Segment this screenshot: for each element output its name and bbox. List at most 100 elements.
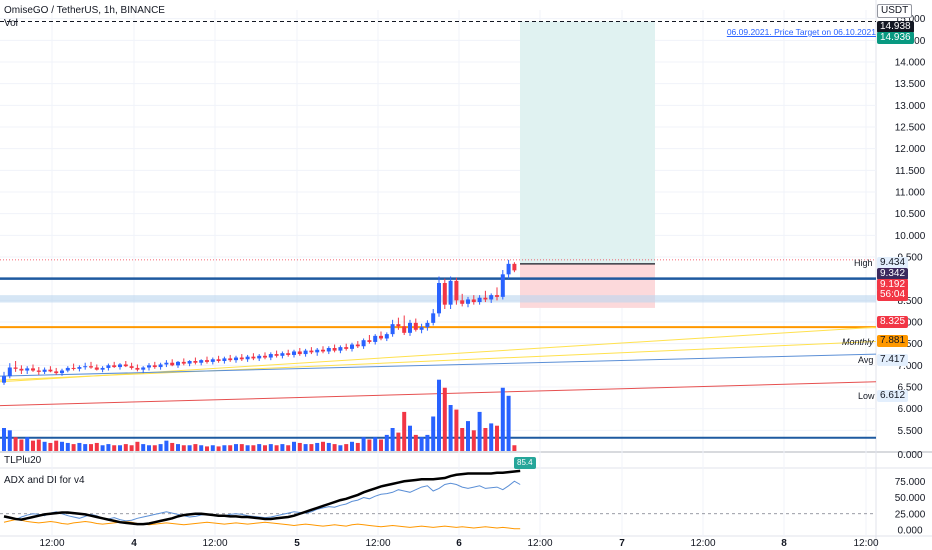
price-tick-label: 12.500 [895, 123, 926, 134]
candle-body [135, 367, 140, 370]
current-price-tag: 9.192 [877, 279, 909, 291]
candle-body [367, 340, 372, 342]
candle-body [263, 355, 267, 358]
trend-line-yellow [0, 341, 877, 381]
volume-bar [257, 444, 262, 451]
volume-bar [286, 445, 291, 451]
candle-body [355, 344, 360, 347]
candle-body [60, 370, 64, 374]
candle-body [344, 347, 349, 349]
volume-bar [454, 409, 459, 451]
volume-bar [315, 442, 320, 451]
volume-bar [373, 437, 378, 451]
tlp-badge: 85.4 [514, 457, 536, 469]
trend-line-blue [0, 353, 877, 377]
candle-body [147, 365, 151, 368]
volume-bar [193, 444, 198, 451]
price-tick-label: 6.500 [897, 383, 922, 394]
time-tick-label: 4 [131, 538, 137, 549]
volume-bar [129, 445, 134, 451]
price-tick-label: 10.500 [895, 209, 926, 220]
candle-body [118, 364, 122, 368]
candle-body [112, 365, 117, 368]
volume-bar [413, 434, 418, 451]
candle-body [228, 358, 233, 361]
volume-bar [460, 428, 465, 451]
time-tick-label: 12:00 [853, 538, 878, 549]
volume-bars [2, 379, 517, 451]
volume-bar [338, 445, 343, 451]
volume-bar [25, 437, 30, 451]
volume-bar [431, 416, 436, 451]
volume-bar [437, 379, 441, 451]
candle-body [71, 367, 76, 369]
candle-body [216, 359, 221, 361]
candle-body [471, 299, 476, 303]
candle-body [222, 358, 227, 361]
candle-body [402, 326, 407, 333]
candle-body [477, 297, 482, 303]
volume-bar [384, 434, 389, 451]
volume-bar [187, 445, 192, 451]
candle-body [31, 368, 35, 371]
candle-body [187, 361, 192, 364]
volume-bar [48, 442, 53, 451]
candle-body [460, 300, 465, 304]
volume-bar [147, 445, 151, 451]
volume-bar [396, 432, 401, 451]
volume-bar [379, 439, 383, 451]
adx-label[interactable]: ADX and DI for v4 [4, 475, 85, 486]
volume-bar [471, 430, 476, 451]
volume-bar [361, 437, 366, 451]
candle-body [425, 322, 430, 328]
target-price-tag-top: 14.938 [877, 21, 914, 33]
volume-bar [54, 440, 59, 451]
volume-bar [210, 445, 215, 451]
volume-bar [355, 442, 360, 451]
currency-badge[interactable]: USDT [877, 4, 913, 18]
adx-tick-label: 0.000 [897, 526, 922, 537]
time-tick-label: 7 [619, 538, 625, 549]
volume-bar [19, 439, 24, 451]
volume-bar [245, 445, 250, 451]
candle-body [483, 297, 488, 300]
price-tick-label: 11.000 [895, 188, 925, 199]
price-tick-label: 7.500 [897, 339, 922, 350]
price-tick-label: 8.500 [897, 296, 922, 307]
candle-body [181, 361, 186, 364]
price-tick-label: 11.500 [895, 166, 925, 177]
volume-bar [152, 445, 157, 451]
candle-body [77, 367, 82, 369]
candle-body [448, 280, 453, 305]
volume-bar [89, 444, 93, 451]
candle-body [361, 340, 366, 347]
price-tick-label: 5.500 [897, 426, 922, 437]
candle-body [7, 367, 12, 377]
price-candles [2, 259, 517, 385]
price-tick-label: 6.000 [897, 404, 922, 415]
volume-bar [118, 445, 122, 451]
volume-bar [419, 437, 424, 451]
candle-body [326, 348, 331, 352]
candle-body [42, 369, 47, 372]
candle-body [442, 283, 447, 305]
tlp-label[interactable]: TLPlu20 [4, 455, 42, 466]
candle-body [454, 280, 459, 301]
volume-bar [280, 444, 285, 451]
volume-bar [477, 411, 482, 451]
volume-bar [466, 421, 470, 451]
candle-body [373, 335, 378, 342]
volume-bar [123, 444, 128, 451]
candle-body [506, 263, 511, 275]
volume-bar [94, 442, 99, 451]
vol-label[interactable]: Vol [4, 18, 18, 29]
price-tick-label: 7.000 [897, 361, 922, 372]
candle-body [379, 335, 383, 339]
axes: 15.00014.50014.00013.50013.00012.50012.0… [39, 14, 925, 549]
price-tick-label: 9.500 [897, 253, 922, 264]
candle-body [234, 357, 238, 361]
time-tick-label: 12:00 [39, 538, 64, 549]
candle-body [274, 354, 279, 356]
symbol-title[interactable]: OmiseGO / TetherUS, 1h, BINANCE [4, 5, 165, 16]
